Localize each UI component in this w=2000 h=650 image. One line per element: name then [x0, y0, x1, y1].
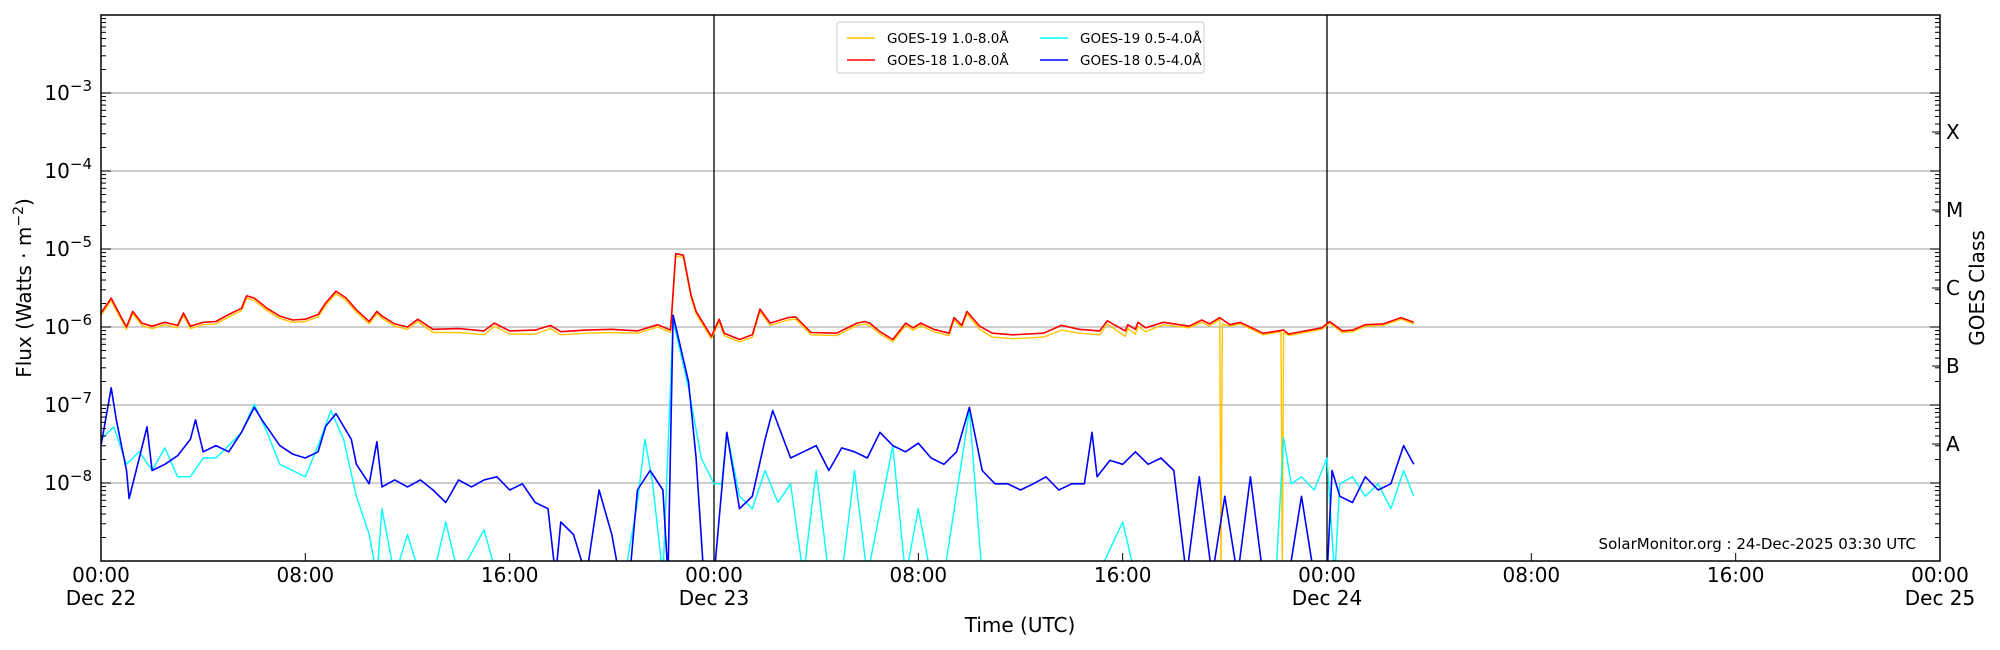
x-tick-time: 08:00 — [890, 563, 948, 587]
x-tick-time: 08:00 — [1503, 563, 1561, 587]
series-line-3 — [101, 314, 1415, 561]
x-tick-date: Dec 22 — [66, 586, 137, 610]
y-tick-base: 10 — [44, 237, 69, 261]
watermark: SolarMonitor.org : 24-Dec-2025 03:30 UTC — [1599, 535, 1916, 553]
x-tick-date: Dec 24 — [1292, 586, 1363, 610]
x-tick-time: 00:00 — [1298, 563, 1356, 587]
legend-label-1: GOES-18 1.0-8.0Å — [887, 52, 1009, 69]
series-line-0 — [101, 255, 1415, 561]
y-tick-exponent: −3 — [70, 77, 92, 95]
legend-label-0: GOES-19 1.0-8.0Å — [887, 30, 1009, 47]
y-tick-exponent: −4 — [70, 155, 92, 173]
y-tick-base: 10 — [44, 315, 69, 339]
x-tick-time: 00:00 — [72, 563, 130, 587]
legend-box — [836, 21, 1205, 74]
x-tick-time: 16:00 — [1707, 563, 1765, 587]
y-tick-base: 10 — [44, 81, 69, 105]
x-tick-time: 00:00 — [1911, 563, 1969, 587]
y-tick-exponent: −7 — [70, 389, 92, 407]
y-tick-base: 10 — [44, 159, 69, 183]
y-tick-base: 10 — [44, 471, 69, 495]
series-line-1 — [101, 252, 1415, 341]
goes-class-label-m: M — [1946, 198, 1963, 222]
goes-class-label-x: X — [1946, 120, 1960, 144]
right-axis-title: GOES Class — [1965, 230, 1989, 346]
legend-label-2: GOES-19 0.5-4.0Å — [1080, 30, 1202, 47]
y-tick-label: 10−3 — [44, 77, 92, 105]
x-tick-date: Dec 25 — [1905, 586, 1976, 610]
y-tick-exponent: −5 — [70, 233, 92, 251]
y-tick-exponent: −6 — [70, 311, 92, 329]
y-tick-exponent: −8 — [70, 467, 92, 485]
goes-class-label-c: C — [1946, 276, 1960, 300]
y-tick-base: 10 — [44, 393, 69, 417]
x-axis-title: Time (UTC) — [964, 613, 1076, 637]
goes-class-label-a: A — [1946, 432, 1960, 456]
legend-label-3: GOES-18 0.5-4.0Å — [1080, 52, 1202, 69]
y-tick-label: 10−7 — [44, 389, 92, 417]
plot-frame — [100, 14, 1941, 562]
y-tick-label: 10−5 — [44, 233, 92, 261]
y-axis-title: Flux (Watts · m−2) — [11, 198, 36, 378]
x-tick-time: 08:00 — [277, 563, 335, 587]
goes-class-labels: X M C B A — [1932, 120, 1963, 456]
y-tick-labels: 10−310−410−510−610−710−8 — [44, 77, 92, 495]
x-tick-time: 16:00 — [1094, 563, 1152, 587]
day-boundary-lines — [713, 15, 1328, 561]
x-tick-time: 16:00 — [481, 563, 539, 587]
series-line-2 — [101, 320, 1415, 561]
plot-area — [101, 252, 1415, 561]
legend: GOES-19 1.0-8.0Å GOES-18 1.0-8.0Å GOES-19 … — [836, 21, 1205, 74]
x-tick-date: Dec 23 — [679, 586, 750, 610]
y-tick-label: 10−8 — [44, 467, 92, 495]
y-tick-label: 10−6 — [44, 311, 92, 339]
axis-ticks — [100, 18, 1941, 562]
x-tick-time: 00:00 — [685, 563, 743, 587]
grid-lines — [101, 92, 1940, 484]
y-tick-label: 10−4 — [44, 155, 92, 183]
goes-class-label-b: B — [1946, 354, 1960, 378]
